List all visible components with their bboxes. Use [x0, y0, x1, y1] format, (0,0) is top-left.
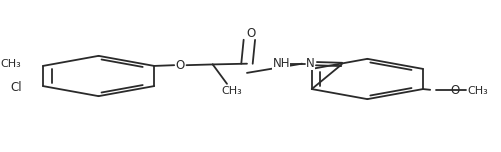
Text: O: O	[245, 27, 255, 40]
Text: O: O	[449, 84, 458, 97]
Text: CH₃: CH₃	[1, 59, 22, 69]
Text: O: O	[175, 59, 185, 72]
Text: NH: NH	[272, 57, 290, 70]
Text: CH₃: CH₃	[466, 86, 487, 96]
Text: N: N	[306, 57, 315, 70]
Text: CH₃: CH₃	[221, 86, 241, 96]
Text: Cl: Cl	[10, 81, 22, 94]
